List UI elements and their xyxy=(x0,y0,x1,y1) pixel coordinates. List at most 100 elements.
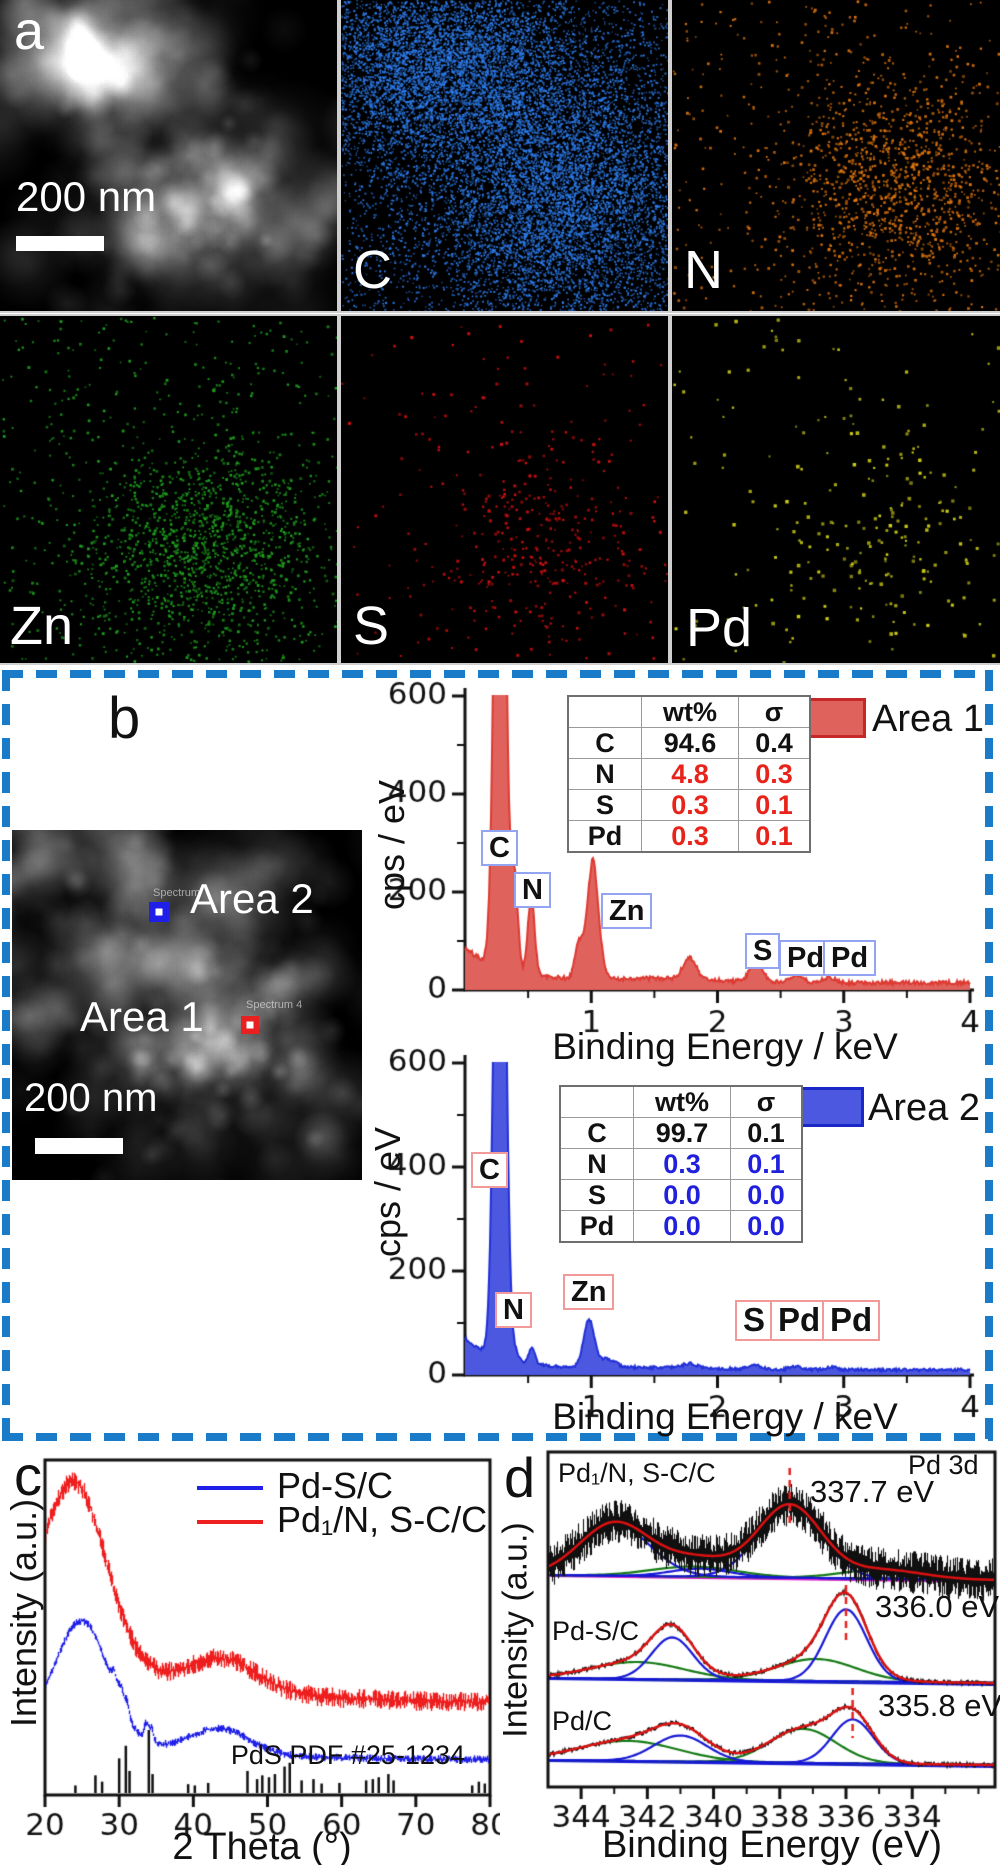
value-cell: 94.6 xyxy=(641,727,739,759)
eds-peak-label-pd: Pd xyxy=(770,1300,829,1341)
scale-bar xyxy=(16,236,104,251)
eds-peak-label-n: N xyxy=(514,872,551,909)
xrd-chart xyxy=(8,1444,500,1865)
sulfur-map-image xyxy=(341,316,668,663)
palladium-map-image xyxy=(672,316,1000,663)
composition-table: wt% σ C 99.7 0.1 N 0.3 0.1 S 0.0 0.0 Pd 0.0 0.0 xyxy=(559,1085,803,1243)
stem-inset-image xyxy=(12,830,362,1180)
scale-bar-text: 200 nm xyxy=(16,173,157,220)
haadf-map-tile: a 200 nm xyxy=(0,0,339,313)
nitrogen-map-tile: N xyxy=(670,0,1000,313)
inset-scale-bar-text: 200 nm xyxy=(24,1076,158,1120)
panel-b-stem-inset: Spectrum Area 2 Spectrum 4 Area 1 200 nm xyxy=(12,830,362,1180)
area1-legend-label: Area 1 xyxy=(872,698,984,740)
xrd-legend-line-pd1nscc xyxy=(197,1520,263,1524)
value-cell: 0.4 xyxy=(738,727,811,759)
element-cell: C xyxy=(567,727,642,759)
value-cell: 99.7 xyxy=(633,1117,731,1149)
value-cell: 0.1 xyxy=(738,820,811,853)
eds-peak-label-s: S xyxy=(745,933,781,970)
table-row: Pd 0.0 0.0 xyxy=(559,1210,803,1243)
value-cell: 4.8 xyxy=(641,758,739,790)
zinc-map-label: Zn xyxy=(10,596,74,656)
eds2-x-axis-title: Binding Energy / keV xyxy=(552,1396,898,1437)
eds-peak-label-s: S xyxy=(735,1300,774,1341)
area1-legend-swatch xyxy=(802,698,866,738)
carbon-map-label: C xyxy=(353,240,392,300)
xps-x-axis-title: Binding Energy (eV) xyxy=(601,1824,943,1865)
element-cell: Pd xyxy=(567,820,642,853)
xrd-reference-label: PdS PDF #25-1234 xyxy=(230,1740,465,1770)
value-cell: 0.0 xyxy=(730,1210,803,1243)
eds-peak-label-zn: Zn xyxy=(601,893,653,930)
element-cell: C xyxy=(559,1117,634,1149)
spectrum2-caption: Spectrum xyxy=(153,887,201,899)
eds-peak-label-pd: Pd xyxy=(823,940,877,977)
table-header-cell xyxy=(567,695,642,728)
xrd-legend-label-pdsc: Pd-S/C xyxy=(277,1465,394,1506)
xrd-y-axis-title: Intensity (a.u.) xyxy=(3,1498,44,1728)
table-header-cell: σ xyxy=(730,1085,803,1118)
xps-y-axis-title: Intensity (a.u.) xyxy=(496,1522,535,1738)
value-cell: 0.3 xyxy=(641,789,739,821)
value-cell: 0.3 xyxy=(641,820,739,853)
zinc-map-image xyxy=(0,316,337,663)
xps-chart xyxy=(500,1444,1000,1865)
xps-annotation-2: 336.0 eV xyxy=(875,1589,1000,1624)
table-header-cell: wt% xyxy=(633,1085,731,1118)
value-cell: 0.1 xyxy=(730,1148,803,1180)
xps-spectrum1-label: Pd₁/N, S-C/C xyxy=(558,1458,716,1488)
panel-b-border-left xyxy=(2,670,10,1441)
carbon-map-tile: C xyxy=(339,0,670,313)
xps-region-label: Pd 3d xyxy=(908,1450,979,1480)
table-header-cell xyxy=(559,1085,634,1118)
area2-marker xyxy=(149,902,169,922)
value-cell: 0.3 xyxy=(633,1148,731,1180)
table-row: S 0.0 0.0 xyxy=(559,1179,803,1211)
element-cell: N xyxy=(559,1148,634,1180)
table-row: C 99.7 0.1 xyxy=(559,1117,803,1149)
xps-spectrum2-label: Pd-S/C xyxy=(552,1616,640,1646)
element-cell: N xyxy=(567,758,642,790)
area1-composition-table: wt% σ C 94.6 0.4 N 4.8 0.3 S 0.3 0.1 Pd 0.3 0.1 xyxy=(567,695,811,853)
table-row: Pd 0.3 0.1 xyxy=(567,820,811,853)
nitrogen-map-label: N xyxy=(684,240,723,300)
sulfur-map-label: S xyxy=(353,596,390,656)
haadf-map-image xyxy=(0,0,337,311)
eds1-y-axis-title: cps / eV xyxy=(371,779,412,911)
area2-legend-label: Area 2 xyxy=(868,1087,980,1129)
value-cell: 0.1 xyxy=(730,1117,803,1149)
xrd-legend-label-pd1nscc: Pd₁/N, S-C/C xyxy=(277,1499,488,1540)
element-cell: S xyxy=(567,789,642,821)
table-row: N 4.8 0.3 xyxy=(567,758,811,790)
table-row: N 0.3 0.1 xyxy=(559,1148,803,1180)
table-header-cell: wt% xyxy=(641,695,739,728)
panel-b-letter: b xyxy=(108,686,141,751)
palladium-map-label: Pd xyxy=(686,598,753,658)
value-cell: 0.0 xyxy=(730,1179,803,1211)
table-row: C 94.6 0.4 xyxy=(567,727,811,759)
element-cell: Pd xyxy=(559,1210,634,1243)
sulfur-map-tile: S xyxy=(339,314,670,665)
zinc-map-tile: Zn xyxy=(0,314,339,665)
area2-legend-swatch xyxy=(800,1087,864,1127)
xps-spectrum3-label: Pd/C xyxy=(552,1706,613,1736)
xrd-legend-line-pdsc xyxy=(197,1486,263,1490)
value-cell: 0.0 xyxy=(633,1210,731,1243)
eds-peak-label-c: C xyxy=(471,1152,508,1189)
xrd-x-axis-title: 2 Theta (°) xyxy=(172,1826,352,1865)
inset-scale-bar xyxy=(35,1138,123,1154)
value-cell: 0.1 xyxy=(738,789,811,821)
table-header-cell: σ xyxy=(738,695,811,728)
eds-peak-label-n: N xyxy=(495,1292,532,1329)
composition-table: wt% σ C 94.6 0.4 N 4.8 0.3 S 0.3 0.1 Pd 0.3 0.1 xyxy=(567,695,811,853)
panel-a-letter: a xyxy=(14,1,45,61)
eds-peak-label-c: C xyxy=(481,830,518,867)
table-row: S 0.3 0.1 xyxy=(567,789,811,821)
area1-marker xyxy=(241,1016,259,1034)
carbon-map-image xyxy=(341,0,668,311)
area1-inset-label: Area 1 xyxy=(80,993,204,1040)
area2-composition-table: wt% σ C 99.7 0.1 N 0.3 0.1 S 0.0 0.0 Pd 0.0 0.0 xyxy=(559,1085,803,1243)
palladium-map-tile: Pd xyxy=(670,314,1000,665)
